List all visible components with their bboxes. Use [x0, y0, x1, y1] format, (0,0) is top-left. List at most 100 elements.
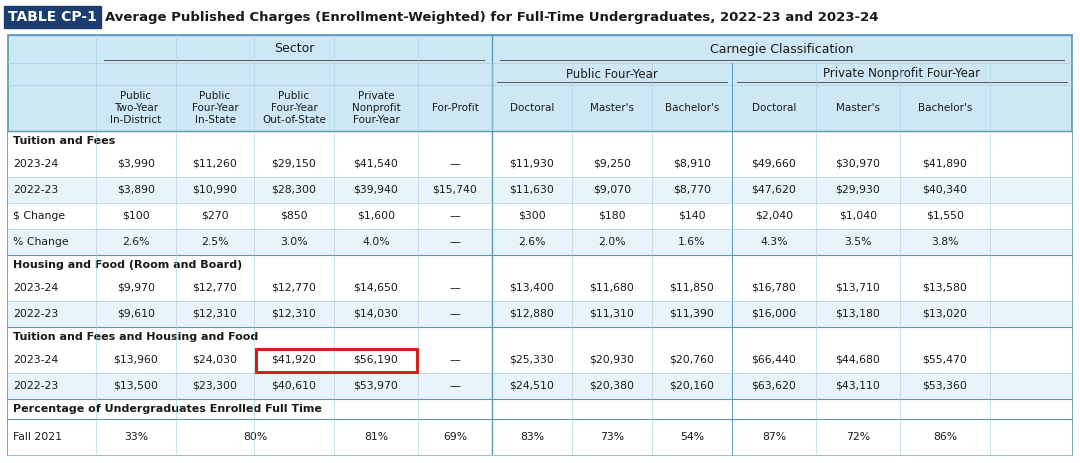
- Bar: [8, 151, 1072, 177]
- Text: —: —: [449, 211, 460, 221]
- Text: $47,620: $47,620: [752, 185, 796, 195]
- Text: 2.6%: 2.6%: [518, 237, 545, 247]
- Bar: [8, 177, 1072, 203]
- Text: $16,780: $16,780: [752, 283, 796, 293]
- Text: TABLE CP-1: TABLE CP-1: [8, 10, 97, 24]
- Text: $11,680: $11,680: [590, 283, 634, 293]
- Text: $20,930: $20,930: [590, 355, 635, 365]
- Text: $40,610: $40,610: [271, 381, 316, 391]
- Text: $1,600: $1,600: [356, 211, 395, 221]
- Text: Public
Four-Year
Out-of-State: Public Four-Year Out-of-State: [262, 91, 326, 125]
- Text: 81%: 81%: [364, 432, 388, 442]
- Bar: [8, 399, 1072, 419]
- Text: $1,040: $1,040: [839, 211, 877, 221]
- Text: —: —: [449, 237, 460, 247]
- Bar: [8, 419, 1072, 455]
- Text: 83%: 83%: [519, 432, 544, 442]
- Text: $20,160: $20,160: [670, 381, 715, 391]
- Text: $12,880: $12,880: [510, 309, 554, 319]
- Text: $13,500: $13,500: [113, 381, 159, 391]
- Text: $ Change: $ Change: [13, 211, 65, 221]
- Text: 4.0%: 4.0%: [362, 237, 390, 247]
- Text: —: —: [449, 309, 460, 319]
- Text: $63,620: $63,620: [752, 381, 796, 391]
- Text: $2,040: $2,040: [755, 211, 793, 221]
- Text: 2.5%: 2.5%: [201, 237, 229, 247]
- Text: $24,030: $24,030: [192, 355, 238, 365]
- Text: Tuition and Fees: Tuition and Fees: [13, 136, 116, 146]
- Bar: [8, 347, 1072, 373]
- Text: Doctoral: Doctoral: [510, 103, 554, 113]
- Text: —: —: [449, 381, 460, 391]
- Text: $23,300: $23,300: [192, 381, 238, 391]
- Text: $100: $100: [122, 211, 150, 221]
- Text: $10,990: $10,990: [192, 185, 238, 195]
- Text: $180: $180: [598, 211, 625, 221]
- Text: $55,470: $55,470: [922, 355, 968, 365]
- Text: % Change: % Change: [13, 237, 69, 247]
- Text: $9,070: $9,070: [593, 185, 631, 195]
- Text: $43,110: $43,110: [836, 381, 880, 391]
- Text: $140: $140: [678, 211, 706, 221]
- Text: $11,630: $11,630: [510, 185, 554, 195]
- Text: 2022-23: 2022-23: [13, 185, 58, 195]
- Text: Master's: Master's: [590, 103, 634, 113]
- Text: $15,740: $15,740: [433, 185, 477, 195]
- Text: $20,760: $20,760: [670, 355, 715, 365]
- Text: $8,910: $8,910: [673, 159, 711, 169]
- Text: $53,970: $53,970: [353, 381, 399, 391]
- Text: $28,300: $28,300: [271, 185, 316, 195]
- Text: 72%: 72%: [846, 432, 870, 442]
- Text: $29,930: $29,930: [836, 185, 880, 195]
- Text: $13,400: $13,400: [510, 283, 554, 293]
- Text: 87%: 87%: [761, 432, 786, 442]
- Text: $13,180: $13,180: [836, 309, 880, 319]
- Text: 2.0%: 2.0%: [598, 237, 625, 247]
- Bar: [8, 203, 1072, 229]
- Text: $20,380: $20,380: [590, 381, 635, 391]
- Text: $11,260: $11,260: [192, 159, 238, 169]
- Text: Public
Two-Year
In-District: Public Two-Year In-District: [110, 91, 162, 125]
- Text: Master's: Master's: [836, 103, 880, 113]
- Text: $13,960: $13,960: [113, 355, 159, 365]
- Text: Bachelor's: Bachelor's: [918, 103, 972, 113]
- Text: 3.8%: 3.8%: [931, 237, 959, 247]
- Text: Private
Nonprofit
Four-Year: Private Nonprofit Four-Year: [352, 91, 401, 125]
- Text: 80%: 80%: [243, 432, 267, 442]
- Bar: [8, 373, 1072, 399]
- Text: $53,360: $53,360: [922, 381, 968, 391]
- Text: 3.0%: 3.0%: [280, 237, 308, 247]
- Bar: [8, 255, 1072, 275]
- Text: $8,770: $8,770: [673, 185, 711, 195]
- Text: 69%: 69%: [443, 432, 467, 442]
- Bar: [8, 131, 1072, 151]
- Text: Carnegie Classification: Carnegie Classification: [711, 43, 853, 56]
- Text: Percentage of Undergraduates Enrolled Full Time: Percentage of Undergraduates Enrolled Fu…: [13, 404, 322, 414]
- Text: $11,850: $11,850: [670, 283, 715, 293]
- Text: 2023-24: 2023-24: [13, 283, 58, 293]
- Text: Fall 2021: Fall 2021: [13, 432, 62, 442]
- Text: 2023-24: 2023-24: [13, 159, 58, 169]
- Text: $66,440: $66,440: [752, 355, 796, 365]
- Text: Doctoral: Doctoral: [752, 103, 796, 113]
- Text: 33%: 33%: [124, 432, 148, 442]
- Text: $41,890: $41,890: [922, 159, 968, 169]
- Text: $3,990: $3,990: [117, 159, 156, 169]
- Text: $39,940: $39,940: [353, 185, 399, 195]
- Text: 86%: 86%: [933, 432, 957, 442]
- Text: $11,390: $11,390: [670, 309, 715, 319]
- Text: $30,970: $30,970: [836, 159, 880, 169]
- Text: $12,310: $12,310: [192, 309, 238, 319]
- Bar: [8, 301, 1072, 327]
- Text: 2022-23: 2022-23: [13, 309, 58, 319]
- Text: 2023-24: 2023-24: [13, 355, 58, 365]
- Text: $11,930: $11,930: [510, 159, 554, 169]
- Text: Public Four-Year: Public Four-Year: [566, 68, 658, 81]
- Text: $12,770: $12,770: [271, 283, 316, 293]
- Text: 2022-23: 2022-23: [13, 381, 58, 391]
- Text: Private Nonprofit Four-Year: Private Nonprofit Four-Year: [823, 68, 981, 81]
- Text: Public
Four-Year
In-State: Public Four-Year In-State: [191, 91, 239, 125]
- Text: $270: $270: [201, 211, 229, 221]
- Text: $11,310: $11,310: [590, 309, 634, 319]
- Text: $13,710: $13,710: [836, 283, 880, 293]
